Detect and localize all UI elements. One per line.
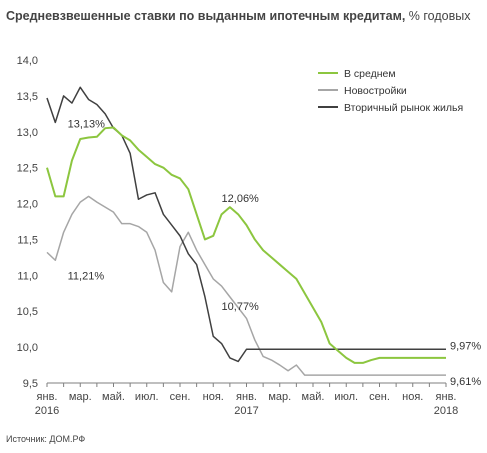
chart-title-bold: Средневзвешенные ставки по выданным ипот… (6, 9, 406, 23)
x-tick-label: сен. (170, 391, 191, 403)
series-lines (46, 86, 446, 376)
x-year-label: 2016 (35, 405, 59, 417)
series-new-buildings-line (46, 195, 446, 376)
y-tick-label: 10,5 (17, 306, 38, 318)
x-axis-ticks: янв. мар. май. июл. сен. ноя. янв. мар. май. июл.… (35, 391, 458, 417)
x-tick-label: ноя. (402, 391, 423, 403)
x-tick-label: мар. (69, 391, 92, 403)
data-label: 9,61% (450, 376, 481, 388)
y-tick-label: 13,5 (17, 91, 38, 103)
data-label: 13,13% (68, 118, 106, 130)
chart-title: Средневзвешенные ставки по выданным ипот… (6, 9, 470, 23)
x-tick-label: май. (302, 391, 325, 403)
chart-title-unit: % годовых (405, 9, 471, 23)
legend-label: Вторичный рынок жилья (344, 102, 463, 114)
y-tick-label: 14,0 (17, 55, 38, 67)
y-tick-label: 9,5 (23, 378, 38, 390)
x-tick-label: янв. (236, 391, 257, 403)
source-note: Источник: ДОМ.РФ (6, 434, 86, 444)
data-annotations: 13,13% 11,21% 12,06% 10,77% 9,97% 9,61% (68, 118, 482, 388)
x-tick-label: янв. (436, 391, 457, 403)
data-label: 10,77% (222, 301, 260, 313)
data-label: 9,97% (450, 340, 481, 352)
data-label: 11,21% (68, 270, 105, 282)
x-tick-label: мар. (268, 391, 291, 403)
y-tick-label: 12,0 (17, 199, 38, 211)
x-tick-label: июл. (334, 391, 358, 403)
x-year-label: 2017 (234, 405, 258, 417)
data-label: 12,06% (222, 193, 260, 205)
y-axis-ticks: 9,5 10,0 10,5 11,0 11,5 12,0 12,5 13,0 13,5 14,0 (17, 55, 38, 390)
legend-label: Новостройки (344, 85, 407, 97)
series-average-line (46, 126, 446, 364)
y-tick-label: 12,5 (17, 163, 38, 175)
x-tick-label: ноя. (203, 391, 224, 403)
y-tick-label: 13,0 (17, 127, 38, 139)
y-tick-label: 11,0 (17, 270, 38, 282)
x-axis (46, 382, 447, 387)
x-tick-label: июл. (135, 391, 159, 403)
x-tick-label: сен. (369, 391, 390, 403)
x-year-label: 2018 (434, 405, 458, 417)
chart-legend: В среднем Новостройки Вторичный рынок жиль… (318, 68, 463, 114)
x-tick-label: янв. (37, 391, 58, 403)
legend-label: В среднем (344, 68, 396, 80)
x-tick-label: май. (102, 391, 125, 403)
y-tick-label: 11,5 (17, 234, 38, 246)
y-tick-label: 10,0 (17, 342, 38, 354)
